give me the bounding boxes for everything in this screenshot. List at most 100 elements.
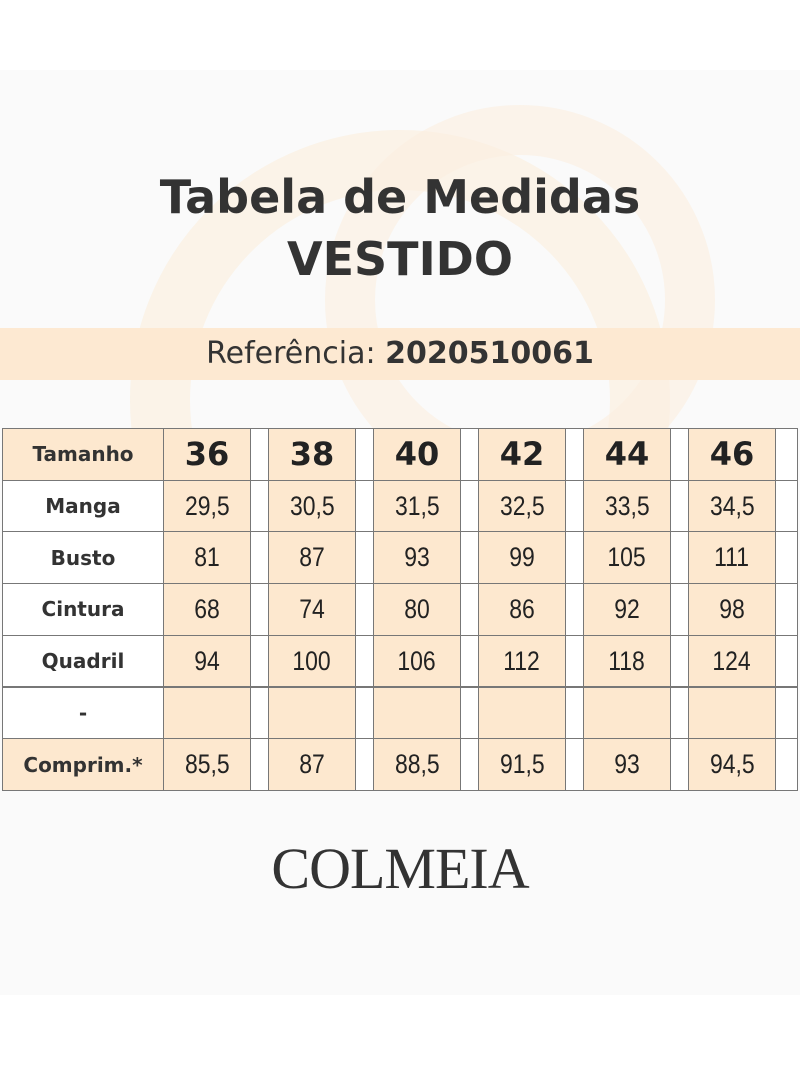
spacer-cell xyxy=(775,686,798,740)
size-header: 46 xyxy=(688,428,776,481)
spacer-cell xyxy=(250,531,269,585)
size-header: 42 xyxy=(478,428,566,481)
table-cell-text: 91,5 xyxy=(499,749,545,780)
row-label-text: Cintura xyxy=(41,597,125,622)
spacer-cell xyxy=(460,634,479,688)
size-header: 44 xyxy=(583,428,671,481)
table-cell-text: 111 xyxy=(714,542,750,573)
table-cell-text: 74 xyxy=(299,593,325,624)
reference: Referência: 2020510061 xyxy=(0,328,800,380)
table-cell: 68 xyxy=(163,583,251,636)
table-cell: 94 xyxy=(163,634,251,688)
row-label: Manga xyxy=(2,479,164,533)
table-cell-text: 31,5 xyxy=(394,490,440,521)
table-cell-text: 30,5 xyxy=(289,490,335,521)
table-cell-text: 33,5 xyxy=(604,490,650,521)
reference-band xyxy=(0,328,800,380)
spacer-cell xyxy=(565,634,584,688)
row-label: Busto xyxy=(2,531,164,585)
reference-label: Referência: xyxy=(206,336,376,371)
table-cell: 91,5 xyxy=(478,738,566,791)
size-header-text: 44 xyxy=(604,435,650,474)
table-cell: 74 xyxy=(268,583,356,636)
table-cell xyxy=(688,686,776,740)
table-cell xyxy=(478,686,566,740)
table-cell: 34,5 xyxy=(688,479,776,533)
table-cell-text: 85,5 xyxy=(184,749,230,780)
table-cell: 92 xyxy=(583,583,671,636)
spacer-cell xyxy=(250,583,269,636)
table-cell-text: 34,5 xyxy=(709,490,755,521)
table-cell-text: 106 xyxy=(397,645,437,676)
table-cell: 99 xyxy=(478,531,566,585)
spacer-cell xyxy=(355,479,374,533)
table-cell: 118 xyxy=(583,634,671,688)
table-cell-text: 86 xyxy=(509,593,535,624)
spacer-cell xyxy=(250,738,269,791)
table-cell: 93 xyxy=(373,531,461,585)
table-cell-text: 80 xyxy=(404,593,430,624)
table-cell-text: 94,5 xyxy=(709,749,755,780)
spacer-cell xyxy=(775,479,798,533)
row-label-text: - xyxy=(78,700,88,725)
spacer-cell xyxy=(565,531,584,585)
row-label: Tamanho xyxy=(2,428,164,481)
size-header-text: 38 xyxy=(289,435,335,474)
spacer-cell xyxy=(670,634,689,688)
table-cell-text: 112 xyxy=(503,645,541,676)
table-cell-text: 94 xyxy=(194,645,220,676)
spacer-cell xyxy=(355,738,374,791)
table-cell-text: 99 xyxy=(509,542,535,573)
table-cell: 81 xyxy=(163,531,251,585)
spacer-cell xyxy=(250,686,269,740)
table-cell: 93 xyxy=(583,738,671,791)
table-cell-text: 32,5 xyxy=(499,490,545,521)
spacer-cell xyxy=(775,531,798,585)
spacer-cell xyxy=(670,686,689,740)
spacer-cell xyxy=(355,531,374,585)
spacer-cell xyxy=(460,531,479,585)
spacer-cell xyxy=(565,686,584,740)
size-header-text: 36 xyxy=(184,435,230,474)
table-cell: 112 xyxy=(478,634,566,688)
row-label-text: Busto xyxy=(50,545,116,570)
logo: COLMEIA xyxy=(271,836,529,901)
table-cell xyxy=(163,686,251,740)
table-cell: 106 xyxy=(373,634,461,688)
spacer-cell xyxy=(460,428,479,481)
table-cell-text: 93 xyxy=(404,542,430,573)
spacer-cell xyxy=(460,479,479,533)
spacer-cell xyxy=(250,634,269,688)
table-cell-text: 124 xyxy=(712,645,752,676)
spacer-cell xyxy=(565,479,584,533)
spacer-cell xyxy=(565,428,584,481)
table-cell: 85,5 xyxy=(163,738,251,791)
table-cell: 29,5 xyxy=(163,479,251,533)
spacer-cell xyxy=(775,583,798,636)
spacer-cell xyxy=(355,634,374,688)
table-cell-text: 29,5 xyxy=(184,490,230,521)
row-label: Comprim.* xyxy=(2,738,164,791)
row-label-text: Tamanho xyxy=(32,442,134,467)
table-cell xyxy=(268,686,356,740)
spacer-cell xyxy=(565,583,584,636)
row-label: Cintura xyxy=(2,583,164,636)
table-cell-text: 68 xyxy=(194,593,220,624)
reference-number: 2020510061 xyxy=(385,336,594,371)
spacer-cell xyxy=(355,428,374,481)
subtitle: VESTIDO xyxy=(287,232,513,286)
table-cell-text: 118 xyxy=(608,645,646,676)
spacer-cell xyxy=(460,738,479,791)
spacer-cell xyxy=(775,428,798,481)
table-cell: 88,5 xyxy=(373,738,461,791)
table-cell: 124 xyxy=(688,634,776,688)
table-cell-text: 87 xyxy=(299,542,325,573)
row-label: - xyxy=(2,686,164,740)
table-cell: 33,5 xyxy=(583,479,671,533)
spacer-cell xyxy=(355,583,374,636)
size-header: 40 xyxy=(373,428,461,481)
spacer-cell xyxy=(670,428,689,481)
spacer-cell xyxy=(250,428,269,481)
size-header-text: 42 xyxy=(499,435,545,474)
